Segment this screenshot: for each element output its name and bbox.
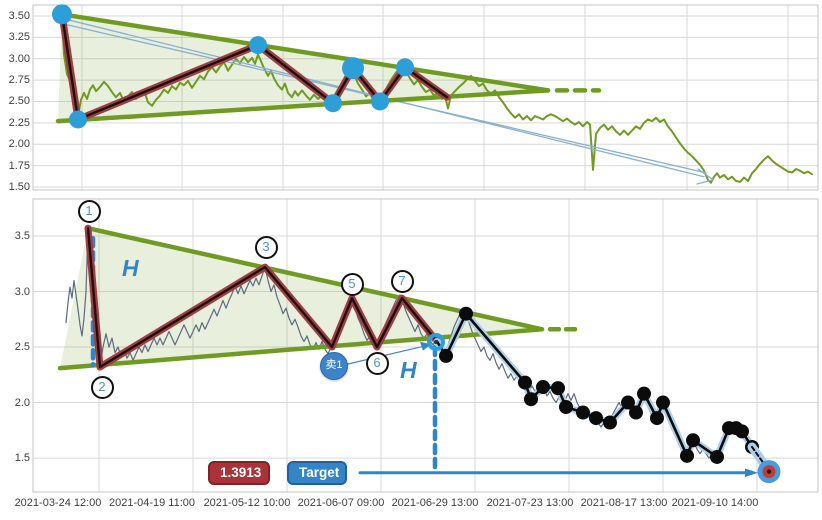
wave-label-6: 6 bbox=[365, 351, 389, 375]
forecast-path-dots bbox=[686, 433, 700, 448]
forecast-path-dots bbox=[650, 411, 664, 426]
y-axis-tick-label: 3.50 bbox=[8, 10, 30, 22]
bottom-panel[interactable] bbox=[32, 198, 819, 493]
projection-arrowhead-icon bbox=[696, 168, 714, 185]
forecast-path-dots bbox=[680, 448, 694, 463]
y-axis-tick-label: 1.75 bbox=[8, 159, 30, 172]
y-axis-tick-label: 2.0 bbox=[14, 396, 30, 409]
forecast-path-dots bbox=[603, 415, 617, 430]
y-axis-tick-label: 3.0 bbox=[14, 285, 30, 298]
x-axis-tick-label: 2021-06-29 13:00 bbox=[391, 497, 479, 509]
measured-height-label: H bbox=[400, 357, 417, 383]
panel-border bbox=[32, 4, 819, 191]
forecast-path-dots bbox=[551, 381, 565, 396]
forecast-path-dots bbox=[629, 405, 643, 420]
pivot-dots bbox=[342, 57, 364, 80]
forecast-path-dots bbox=[710, 449, 724, 464]
breakout-ring-center bbox=[434, 340, 438, 345]
x-axis-tick-label: 2021-03-24 12:00 bbox=[14, 497, 102, 509]
wave-label-7: 7 bbox=[390, 269, 414, 293]
wedge-lower-line bbox=[55, 88, 551, 124]
zigzag-inner bbox=[86, 227, 439, 369]
y-axis-tick-label: 2.5 bbox=[14, 341, 30, 354]
sell-1-marker[interactable]: 卖1 bbox=[320, 352, 348, 380]
y-axis-tick-label: 2.75 bbox=[8, 74, 30, 87]
x-axis-tick-label: 2021-09-10 14:00 bbox=[671, 497, 759, 509]
x-axis-tick-label: 2021-05-12 10:00 bbox=[203, 497, 291, 509]
price-line bbox=[61, 15, 813, 184]
forecast-path-dots bbox=[735, 424, 749, 439]
pivot-dots bbox=[324, 94, 342, 113]
measured-height-label: H bbox=[122, 255, 139, 281]
y-axis-tick-label: 3.25 bbox=[8, 31, 30, 44]
y-axis-tick-label: 2.50 bbox=[8, 95, 30, 108]
wedge-lower-line bbox=[57, 327, 545, 371]
target-price-badge[interactable]: 1.3913 bbox=[208, 461, 270, 485]
breakout-ring-icon bbox=[427, 333, 445, 352]
y-axis-tick-label: 2.25 bbox=[8, 116, 30, 129]
forecast-path-dots bbox=[536, 380, 550, 395]
wave-label-5: 5 bbox=[340, 272, 364, 296]
target-label-badge[interactable]: Target bbox=[287, 461, 347, 485]
y-axis-tick-label: 3.00 bbox=[8, 52, 30, 65]
forecast-path-dots bbox=[589, 411, 603, 426]
x-axis-tick-label: 2021-04-19 11:00 bbox=[108, 497, 196, 509]
pivot-dots bbox=[52, 4, 72, 25]
forecast-path-line bbox=[435, 312, 754, 459]
wedge-fill bbox=[58, 14, 548, 122]
forecast-path-dots bbox=[656, 395, 670, 410]
target-bullseye-center bbox=[766, 469, 772, 474]
forecast-path-dots bbox=[439, 348, 453, 363]
forecast-path-dots bbox=[518, 375, 532, 390]
x-axis-tick-label: 2021-06-07 09:00 bbox=[297, 497, 385, 509]
y-axis-tick-label: 3.5 bbox=[14, 230, 30, 242]
forecast-path-dots bbox=[459, 306, 473, 321]
y-axis-tick-label: 1.50 bbox=[8, 180, 30, 193]
wave-label-2: 2 bbox=[90, 375, 114, 399]
forecast-path-dots bbox=[559, 399, 573, 414]
panel-border bbox=[32, 198, 819, 493]
forecast-path-dots bbox=[576, 405, 590, 420]
top-panel[interactable] bbox=[32, 4, 819, 191]
y-axis-tick-label: 2.00 bbox=[8, 138, 30, 151]
pivot-dots bbox=[249, 36, 267, 55]
forecast-path-dots bbox=[524, 392, 538, 407]
pivot-dots bbox=[371, 92, 389, 111]
y-axis-tick-label: 1.5 bbox=[14, 452, 30, 465]
x-axis-tick-label: 2021-08-17 13:00 bbox=[580, 497, 668, 509]
wave-label-3: 3 bbox=[254, 235, 278, 259]
pivot-dots bbox=[69, 110, 87, 129]
wedge-upper-line bbox=[59, 12, 551, 93]
pivot-dots bbox=[396, 58, 414, 77]
x-axis-tick-label: 2021-07-23 13:00 bbox=[486, 497, 574, 509]
forecast-path-dots bbox=[637, 386, 651, 401]
forecast-path-dots bbox=[621, 395, 635, 410]
wave-label-1: 1 bbox=[77, 199, 101, 223]
target-arrowhead-icon bbox=[745, 468, 758, 477]
